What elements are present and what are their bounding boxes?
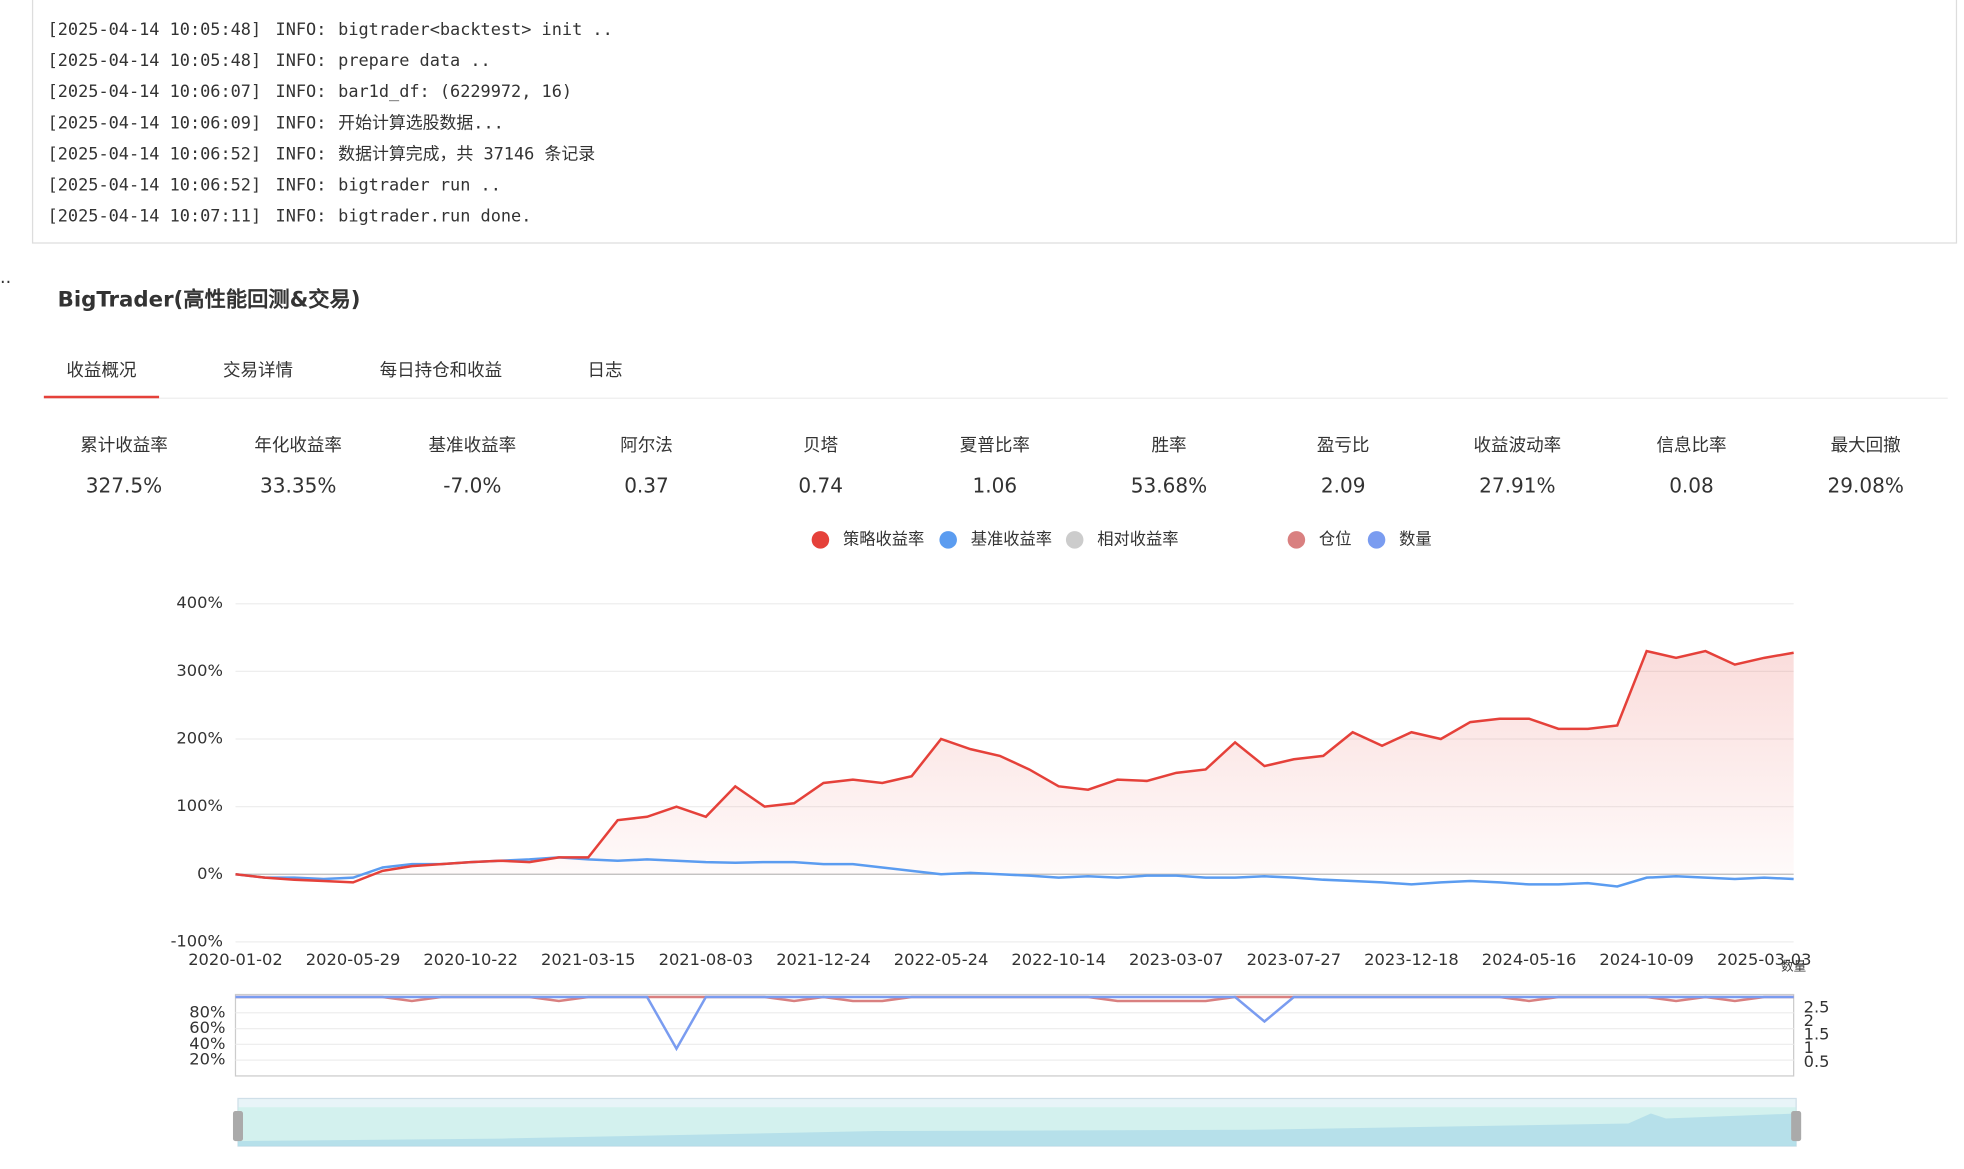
log-level: INFO: (276, 143, 327, 163)
log-message: prepare data .. (338, 50, 491, 70)
legend-label[interactable]: 仓位 (1319, 529, 1352, 548)
y2-tick-label: 2 (1804, 1011, 1814, 1030)
metric-label: 夏普比率 (960, 436, 1030, 456)
y-tick-label: 40% (189, 1034, 225, 1053)
legend-swatch[interactable] (939, 531, 957, 549)
x-tick-label: 2024-10-09 (1599, 950, 1694, 969)
y-tick-label: -100% (171, 931, 223, 950)
metric-value: 1.06 (973, 474, 1018, 498)
log-time: [2025-04-14 10:05:48] (48, 50, 262, 70)
log-panel (31, 0, 1958, 244)
metric-label: 信息比率 (1656, 436, 1726, 456)
metric-value: 0.37 (624, 474, 669, 498)
x-tick-label: 2023-12-18 (1364, 950, 1459, 969)
metric-label: 基准收益率 (429, 436, 517, 456)
x-tick-label: 2021-12-24 (776, 950, 871, 969)
metric-value: 53.68% (1131, 474, 1207, 498)
log-message: bigtrader.run done. (338, 205, 531, 225)
metric-value: 327.5% (86, 474, 162, 498)
log-level: INFO: (276, 50, 327, 70)
log-time: [2025-04-14 10:07:11] (48, 205, 262, 225)
x-tick-label: 2023-03-07 (1129, 950, 1224, 969)
metric-label: 收益波动率 (1474, 436, 1562, 456)
metric-value: 27.91% (1479, 474, 1555, 498)
y-tick-label: 100% (176, 796, 223, 815)
tab[interactable]: 收益概况 (66, 361, 136, 381)
log-message: 开始计算选股数据... (338, 112, 504, 132)
sub-series-line (235, 995, 1794, 1052)
x-tick-label: 2020-10-22 (423, 950, 518, 969)
metric-label: 最大回撤 (1831, 436, 1901, 456)
y-tick-label: 20% (189, 1050, 225, 1069)
log-level: INFO: (276, 81, 327, 101)
prompt: .. (0, 268, 11, 288)
x-tick-label: 2021-03-15 (541, 950, 636, 969)
legend-swatch[interactable] (1065, 531, 1084, 549)
legend-label[interactable]: 策略收益率 (843, 529, 924, 548)
metric-label: 盈亏比 (1317, 436, 1370, 456)
legend-swatch[interactable] (1287, 531, 1306, 549)
metric-value: 0.08 (1669, 474, 1714, 498)
log-message: bigtrader run .. (338, 174, 501, 194)
metric-label: 累计收益率 (80, 436, 168, 456)
y2-tick-label: 0.5 (1804, 1052, 1830, 1071)
metric-value: -7.0% (443, 474, 501, 498)
legend-label[interactable]: 基准收益率 (971, 529, 1052, 548)
x-tick-label: 2022-10-14 (1011, 950, 1106, 969)
metric-value: 29.08% (1827, 474, 1903, 498)
legend-label[interactable]: 数量 (1399, 529, 1432, 548)
log-message: bigtrader<backtest> init .. (338, 19, 613, 39)
metric-label: 年化收益率 (254, 436, 342, 456)
x-tick-label: 2023-07-27 (1247, 950, 1342, 969)
log-time: [2025-04-14 10:06:07] (48, 81, 262, 101)
log-level: INFO: (276, 19, 327, 39)
metric-value: 0.74 (798, 474, 843, 498)
x-tick-label: 2022-05-24 (894, 950, 989, 969)
legend-swatch[interactable] (1367, 531, 1386, 549)
x-tick-label: 2025-03-03 (1717, 950, 1812, 969)
log-time: [2025-04-14 10:06:52] (48, 174, 262, 194)
y2-axis-label: 数量 (1781, 958, 1806, 973)
x-tick-label: 2020-05-29 (306, 950, 401, 969)
tab[interactable]: 每日持仓和收益 (380, 361, 503, 381)
y-tick-label: 60% (189, 1018, 225, 1037)
metric-label: 胜率 (1151, 436, 1186, 456)
y-tick-label: 80% (189, 1002, 225, 1021)
title: BigTrader(高性能回测&交易) (58, 287, 361, 313)
log-time: [2025-04-14 10:06:52] (48, 143, 262, 163)
log-message: 数据计算完成，共 37146 条记录 (338, 143, 595, 163)
y2-tick-label: 1.5 (1804, 1025, 1830, 1044)
legend-swatch[interactable] (811, 531, 830, 549)
x-tick-label: 2024-05-16 (1482, 950, 1577, 969)
x-tick-label: 2020-01-02 (188, 950, 283, 969)
tab[interactable]: 交易详情 (223, 361, 293, 381)
y-tick-label: 400% (176, 593, 223, 612)
log-level: INFO: (276, 205, 327, 225)
sub-frame (234, 993, 1795, 1077)
area (235, 651, 1794, 883)
log-message: bar1d_df: (6229972, 16) (338, 81, 572, 101)
log-time: [2025-04-14 10:05:48] (48, 19, 262, 39)
log-level: INFO: (276, 174, 327, 194)
log-level: INFO: (276, 112, 327, 132)
y-tick-label: 200% (176, 729, 223, 748)
metric-label: 贝塔 (803, 436, 839, 456)
y2-tick-label: 1 (1804, 1038, 1814, 1057)
series-line (235, 649, 1794, 884)
tab[interactable]: 日志 (587, 361, 622, 381)
zoom-slider (232, 1097, 1802, 1147)
y-tick-label: 300% (176, 661, 223, 680)
metric-value: 33.35% (260, 474, 336, 498)
y-tick-label: 0% (197, 864, 223, 883)
y2-tick-label: 2.5 (1804, 997, 1830, 1016)
metric-label: 阿尔法 (620, 436, 673, 456)
x-tick-label: 2021-08-03 (659, 950, 754, 969)
metric-value: 2.09 (1321, 474, 1366, 498)
log-time: [2025-04-14 10:06:09] (48, 112, 262, 132)
legend-label[interactable]: 相对收益率 (1097, 529, 1178, 548)
